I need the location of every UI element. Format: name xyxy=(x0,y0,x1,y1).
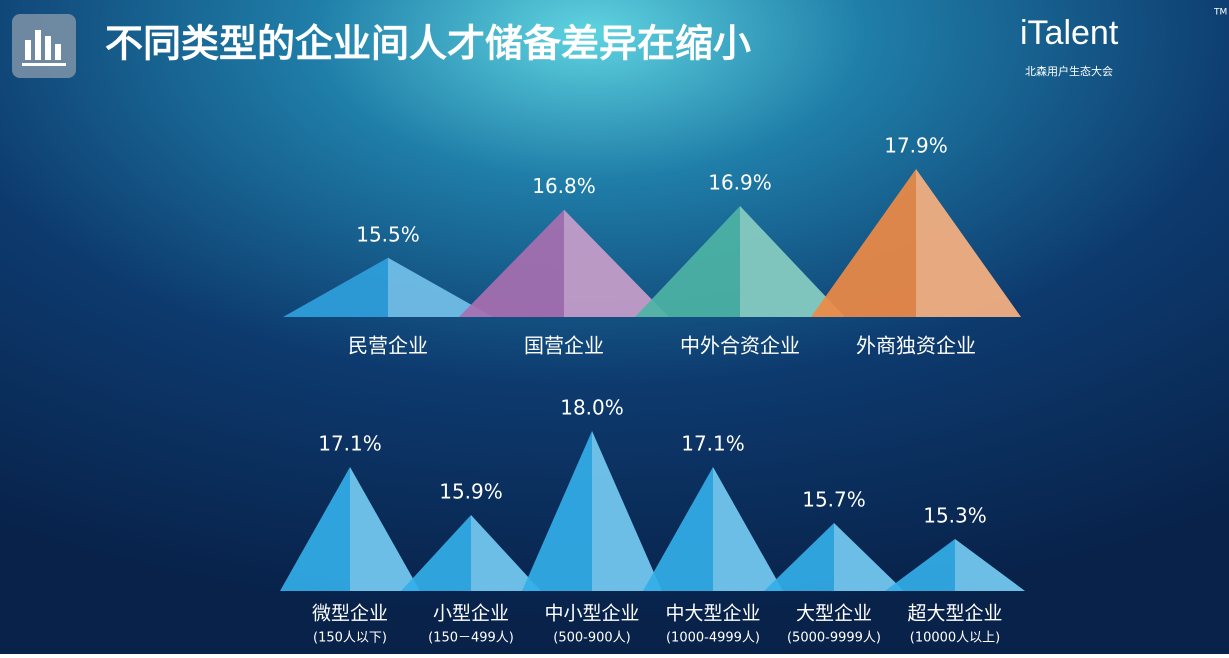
category-label: 大型企业 xyxy=(796,603,872,625)
triangle-highlight xyxy=(740,206,845,317)
value-label: 17.9% xyxy=(884,134,948,158)
category-label: 国营企业 xyxy=(524,334,604,358)
triangle-highlight xyxy=(955,539,1025,591)
title: 不同类型的企业间人才储备差异在缩小 xyxy=(105,22,751,66)
value-label: 16.8% xyxy=(532,174,596,198)
category-label: 外商独资企业 xyxy=(856,334,976,358)
triangle-highlight xyxy=(564,209,669,317)
triangle-highlight xyxy=(834,523,904,591)
value-label: 17.1% xyxy=(318,432,382,456)
category-sublabel: (150－499人) xyxy=(428,631,514,646)
category-label: 中小型企业 xyxy=(544,603,639,625)
triangle xyxy=(811,169,1021,317)
triangle xyxy=(522,431,662,591)
category-label: 中大型企业 xyxy=(665,603,760,625)
logo-tm: TM xyxy=(1213,8,1227,18)
category-label: 超大型企业 xyxy=(907,603,1002,625)
triangle xyxy=(280,467,420,591)
triangle xyxy=(635,206,845,317)
value-label: 16.9% xyxy=(708,171,772,195)
value-label: 15.7% xyxy=(802,488,866,512)
triangle-highlight xyxy=(592,431,662,591)
triangle xyxy=(283,257,493,317)
triangle xyxy=(885,539,1025,591)
logo-subtitle: 北森用户生态大会 xyxy=(1025,64,1113,78)
value-label: 17.1% xyxy=(681,432,745,456)
category-sublabel: (1000-4999人) xyxy=(666,631,760,646)
triangle xyxy=(459,209,669,317)
title-icon xyxy=(12,14,76,78)
value-label: 15.5% xyxy=(356,222,420,246)
value-label: 15.3% xyxy=(923,504,987,528)
category-sublabel: (500-900人) xyxy=(553,631,630,646)
triangle xyxy=(764,523,904,591)
triangle-highlight xyxy=(350,467,420,591)
category-sublabel: (150人以下) xyxy=(313,631,387,646)
charts: 15.5% 民营企业 16.8% 国营企业 16.9% 中外合资企业 17.9% 外商独资企业… xyxy=(280,134,1025,646)
category-label: 微型企业 xyxy=(312,603,388,625)
category-sublabel: (5000-9999人) xyxy=(787,631,881,646)
triangle-highlight xyxy=(713,467,783,591)
triangle-highlight xyxy=(916,169,1021,317)
triangle-highlight xyxy=(388,257,493,317)
category-label: 民营企业 xyxy=(348,334,428,358)
triangle xyxy=(643,467,783,591)
triangle-highlight xyxy=(471,515,541,591)
category-sublabel: (10000人以上) xyxy=(910,631,1001,646)
value-label: 18.0% xyxy=(560,396,624,420)
category-label: 小型企业 xyxy=(433,603,509,625)
value-label: 15.9% xyxy=(439,480,503,504)
category-label: 中外合资企业 xyxy=(680,334,800,358)
triangle xyxy=(401,515,541,591)
logo-brand: iTalent xyxy=(1020,14,1119,52)
